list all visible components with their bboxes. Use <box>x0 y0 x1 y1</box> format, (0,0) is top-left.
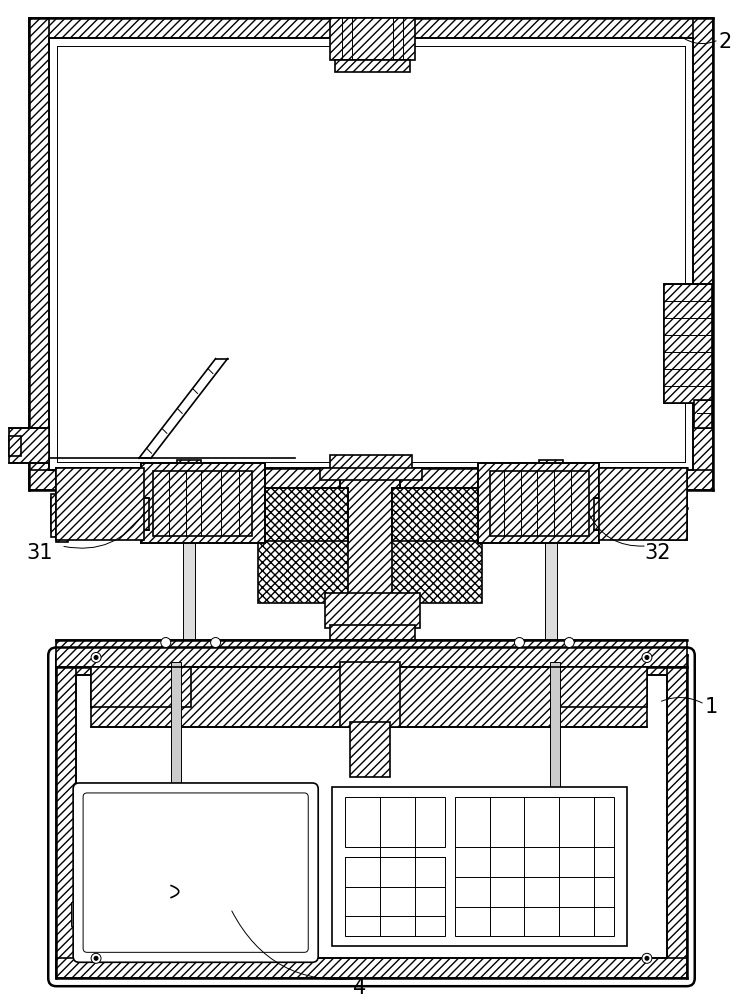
Bar <box>10 436 21 456</box>
Bar <box>56 655 687 675</box>
Bar <box>320 468 422 480</box>
Bar <box>693 18 713 490</box>
Bar <box>478 463 599 543</box>
Bar <box>545 468 557 643</box>
Bar <box>153 471 253 536</box>
Bar <box>51 494 73 537</box>
Bar <box>664 284 711 403</box>
Bar <box>667 655 687 978</box>
Bar <box>183 468 195 643</box>
Bar <box>542 473 561 508</box>
Circle shape <box>642 953 652 963</box>
Bar <box>539 460 563 476</box>
Bar <box>455 797 614 936</box>
Bar <box>345 797 445 847</box>
Bar <box>330 625 415 652</box>
Bar <box>51 498 149 530</box>
Bar <box>330 18 415 60</box>
Bar <box>71 902 81 926</box>
Circle shape <box>94 655 98 659</box>
Bar <box>56 640 687 667</box>
Circle shape <box>645 655 649 659</box>
Bar <box>665 492 687 540</box>
Bar <box>694 400 711 428</box>
Bar <box>350 722 390 777</box>
FancyBboxPatch shape <box>83 793 308 952</box>
Bar <box>392 488 482 543</box>
Bar <box>325 593 420 628</box>
Bar <box>56 489 68 542</box>
Bar <box>340 468 400 697</box>
Bar <box>545 789 565 801</box>
Text: 32: 32 <box>644 543 671 563</box>
Bar <box>557 667 647 707</box>
Bar <box>340 662 400 727</box>
Bar <box>259 541 348 603</box>
Bar <box>30 18 49 490</box>
Bar <box>599 468 687 540</box>
Bar <box>91 667 190 707</box>
Bar <box>335 60 410 72</box>
Bar <box>177 460 201 476</box>
FancyBboxPatch shape <box>73 783 318 962</box>
Circle shape <box>645 956 649 960</box>
Bar <box>56 468 144 540</box>
Bar <box>259 488 348 543</box>
Circle shape <box>642 652 652 662</box>
Bar <box>56 958 687 978</box>
Bar <box>392 541 482 603</box>
Bar <box>30 470 713 490</box>
Text: 1: 1 <box>705 697 718 717</box>
Circle shape <box>161 638 170 648</box>
Text: 2: 2 <box>719 32 732 52</box>
Bar <box>30 18 713 38</box>
Bar <box>664 284 711 403</box>
Bar <box>490 471 589 536</box>
Text: 31: 31 <box>27 543 53 563</box>
Bar <box>10 428 49 463</box>
Bar <box>56 468 687 508</box>
Bar <box>170 662 181 792</box>
Circle shape <box>94 956 98 960</box>
Circle shape <box>210 638 221 648</box>
Circle shape <box>514 638 525 648</box>
Circle shape <box>91 652 101 662</box>
Bar <box>594 498 687 530</box>
Text: 4: 4 <box>353 978 367 998</box>
Bar <box>332 787 627 946</box>
Bar <box>56 655 76 978</box>
Bar <box>345 857 445 936</box>
Bar <box>330 455 412 470</box>
Bar <box>166 789 186 801</box>
Bar <box>551 662 560 792</box>
Circle shape <box>564 638 574 648</box>
Bar <box>91 667 647 727</box>
Bar <box>141 463 265 543</box>
Bar <box>179 473 199 508</box>
Circle shape <box>91 953 101 963</box>
